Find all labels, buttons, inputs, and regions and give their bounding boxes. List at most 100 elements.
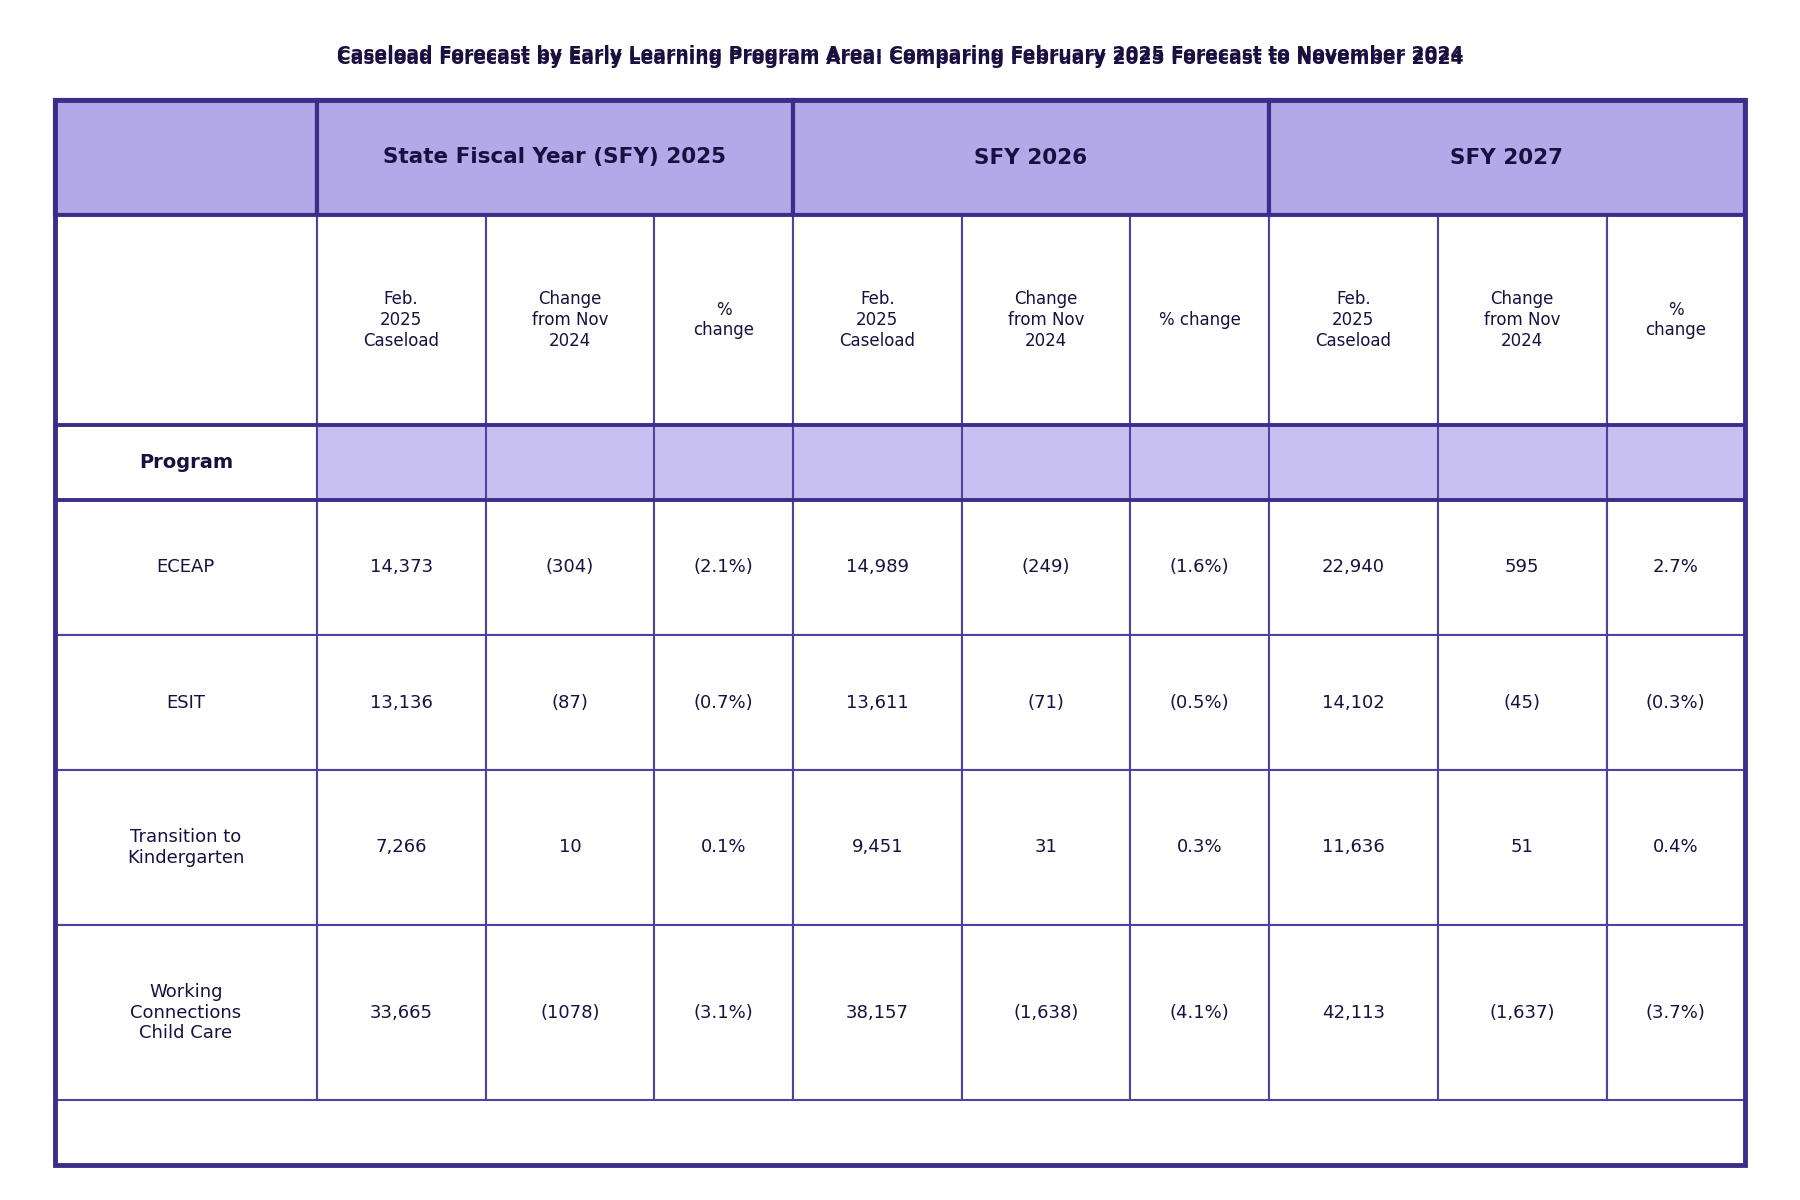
Text: Change
from Nov
2024: Change from Nov 2024 xyxy=(1483,290,1561,349)
Bar xyxy=(1438,635,1607,770)
Bar xyxy=(961,500,1130,635)
Bar xyxy=(1438,500,1607,635)
Text: 42,113: 42,113 xyxy=(1321,1003,1384,1021)
Bar xyxy=(317,635,486,770)
Text: %
change: % change xyxy=(1645,300,1706,340)
Text: Feb.
2025
Caseload: Feb. 2025 Caseload xyxy=(364,290,439,349)
Text: State Fiscal Year (SFY) 2025: State Fiscal Year (SFY) 2025 xyxy=(383,148,725,168)
Text: (0.3%): (0.3%) xyxy=(1645,694,1706,712)
Bar xyxy=(1438,925,1607,1100)
Text: 11,636: 11,636 xyxy=(1321,839,1384,857)
Text: ESIT: ESIT xyxy=(166,694,205,712)
Text: 33,665: 33,665 xyxy=(369,1003,432,1021)
Text: Feb.
2025
Caseload: Feb. 2025 Caseload xyxy=(1316,290,1391,349)
Bar xyxy=(1130,635,1269,770)
Text: (1,638): (1,638) xyxy=(1013,1003,1078,1021)
Bar xyxy=(655,925,792,1100)
Text: (4.1%): (4.1%) xyxy=(1170,1003,1229,1021)
Text: 22,940: 22,940 xyxy=(1321,558,1384,576)
Text: 13,611: 13,611 xyxy=(846,694,909,712)
Bar xyxy=(1269,925,1438,1100)
Text: %
change: % change xyxy=(693,300,754,340)
Bar xyxy=(655,770,792,925)
Bar xyxy=(1269,215,1438,425)
Bar xyxy=(961,215,1130,425)
Bar xyxy=(655,215,792,425)
Bar xyxy=(56,100,1744,1165)
Bar xyxy=(317,925,486,1100)
Bar xyxy=(317,500,486,635)
Bar xyxy=(792,100,1269,215)
Bar xyxy=(1269,100,1744,215)
Text: (2.1%): (2.1%) xyxy=(693,558,754,576)
Text: (304): (304) xyxy=(545,558,594,576)
Bar xyxy=(792,215,961,425)
Bar xyxy=(56,770,317,925)
Text: (87): (87) xyxy=(551,694,589,712)
Text: (3.1%): (3.1%) xyxy=(693,1003,754,1021)
Text: SFY 2027: SFY 2027 xyxy=(1451,148,1564,168)
Text: 38,157: 38,157 xyxy=(846,1003,909,1021)
Bar xyxy=(1607,770,1744,925)
Text: 0.3%: 0.3% xyxy=(1177,839,1222,857)
Text: ECEAP: ECEAP xyxy=(157,558,214,576)
Text: 10: 10 xyxy=(558,839,581,857)
Bar xyxy=(486,925,655,1100)
Text: 14,373: 14,373 xyxy=(369,558,432,576)
Bar xyxy=(792,770,961,925)
Text: (0.7%): (0.7%) xyxy=(693,694,754,712)
Bar xyxy=(56,500,317,635)
Text: 0.4%: 0.4% xyxy=(1652,839,1699,857)
Text: (1.6%): (1.6%) xyxy=(1170,558,1229,576)
Text: Working
Connections
Child Care: Working Connections Child Care xyxy=(130,983,241,1043)
Text: (1,637): (1,637) xyxy=(1489,1003,1555,1021)
Text: % change: % change xyxy=(1159,311,1240,329)
Bar xyxy=(486,635,655,770)
Bar xyxy=(486,215,655,425)
Text: (1078): (1078) xyxy=(540,1003,599,1021)
Bar xyxy=(317,100,792,215)
Bar xyxy=(56,100,317,215)
Text: 595: 595 xyxy=(1505,558,1539,576)
Bar xyxy=(317,425,1744,500)
Bar xyxy=(1607,500,1744,635)
Bar xyxy=(1130,500,1269,635)
Bar xyxy=(56,215,317,425)
Text: 0.1%: 0.1% xyxy=(700,839,747,857)
Bar xyxy=(792,925,961,1100)
Bar xyxy=(1269,635,1438,770)
Bar xyxy=(1607,215,1744,425)
Text: 14,102: 14,102 xyxy=(1321,694,1384,712)
Bar xyxy=(792,500,961,635)
Text: Caseload Forecast by Early Learning Program Area: Comparing February 2025 Foreca: Caseload Forecast by Early Learning Prog… xyxy=(337,48,1463,67)
Bar xyxy=(1607,635,1744,770)
Text: Caseload Forecast by Early Learning Program Area: Comparing February 2025 Foreca: Caseload Forecast by Early Learning Prog… xyxy=(337,44,1463,64)
Text: (45): (45) xyxy=(1503,694,1541,712)
Bar xyxy=(317,215,486,425)
Bar xyxy=(486,770,655,925)
Bar xyxy=(655,635,792,770)
Text: 2.7%: 2.7% xyxy=(1652,558,1699,576)
Bar xyxy=(486,500,655,635)
Bar xyxy=(1130,925,1269,1100)
Text: Change
from Nov
2024: Change from Nov 2024 xyxy=(1008,290,1084,349)
Bar xyxy=(792,635,961,770)
Bar xyxy=(317,770,486,925)
Bar xyxy=(1130,770,1269,925)
Bar xyxy=(961,635,1130,770)
Text: (71): (71) xyxy=(1028,694,1064,712)
Bar xyxy=(1130,215,1269,425)
Text: (3.7%): (3.7%) xyxy=(1645,1003,1706,1021)
Text: 7,266: 7,266 xyxy=(376,839,427,857)
Text: Program: Program xyxy=(139,452,232,472)
Bar xyxy=(961,925,1130,1100)
Bar xyxy=(1438,770,1607,925)
Text: 31: 31 xyxy=(1035,839,1057,857)
Text: Feb.
2025
Caseload: Feb. 2025 Caseload xyxy=(839,290,914,349)
Text: 51: 51 xyxy=(1510,839,1534,857)
Text: (0.5%): (0.5%) xyxy=(1170,694,1229,712)
Text: 13,136: 13,136 xyxy=(369,694,432,712)
Text: 14,989: 14,989 xyxy=(846,558,909,576)
Bar xyxy=(1607,925,1744,1100)
Bar xyxy=(1438,215,1607,425)
